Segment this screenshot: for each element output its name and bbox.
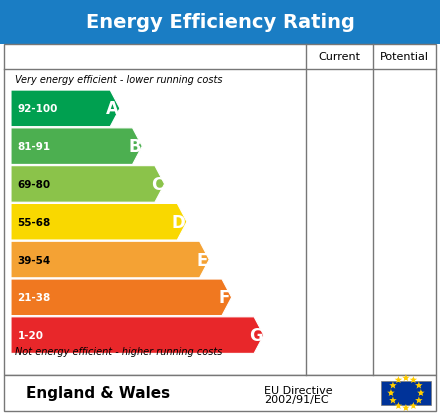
Text: B: B	[128, 138, 141, 156]
Text: Potential: Potential	[380, 52, 429, 62]
Text: 1-20: 1-20	[18, 330, 44, 340]
Polygon shape	[11, 91, 120, 127]
Text: 39-54: 39-54	[18, 255, 51, 265]
Text: Energy Efficiency Rating: Energy Efficiency Rating	[85, 13, 355, 32]
Text: Not energy efficient - higher running costs: Not energy efficient - higher running co…	[15, 346, 223, 356]
Text: Very energy efficient - lower running costs: Very energy efficient - lower running co…	[15, 74, 223, 84]
Polygon shape	[402, 374, 410, 381]
Text: 2002/91/EC: 2002/91/EC	[264, 394, 329, 404]
Polygon shape	[387, 389, 395, 396]
Polygon shape	[389, 382, 397, 389]
Text: EU Directive: EU Directive	[264, 385, 333, 396]
Text: E: E	[197, 251, 208, 269]
Text: 55-68: 55-68	[18, 217, 51, 227]
Bar	[4, 45, 436, 375]
Polygon shape	[417, 389, 425, 396]
Text: 92-100: 92-100	[18, 104, 58, 114]
Polygon shape	[11, 166, 165, 203]
Text: G: G	[249, 326, 262, 344]
Polygon shape	[410, 402, 417, 409]
Text: C: C	[151, 176, 163, 193]
Polygon shape	[395, 402, 402, 409]
Polygon shape	[11, 204, 187, 240]
Bar	[0, 0, 440, 45]
Polygon shape	[11, 317, 264, 354]
Polygon shape	[402, 404, 410, 411]
Text: 69-80: 69-80	[18, 180, 51, 190]
Polygon shape	[415, 396, 423, 404]
Polygon shape	[415, 382, 423, 389]
Text: 81-91: 81-91	[18, 142, 51, 152]
Bar	[4, 375, 436, 411]
Text: Current: Current	[318, 52, 360, 62]
Text: A: A	[106, 100, 118, 118]
Polygon shape	[11, 128, 142, 165]
Polygon shape	[11, 242, 209, 278]
Text: F: F	[219, 289, 230, 306]
Bar	[381, 381, 431, 406]
Text: D: D	[172, 213, 186, 231]
Polygon shape	[389, 396, 397, 404]
Polygon shape	[11, 279, 231, 316]
Polygon shape	[410, 376, 417, 383]
Text: 21-38: 21-38	[18, 292, 51, 303]
Text: England & Wales: England & Wales	[26, 385, 171, 401]
Polygon shape	[395, 376, 402, 383]
